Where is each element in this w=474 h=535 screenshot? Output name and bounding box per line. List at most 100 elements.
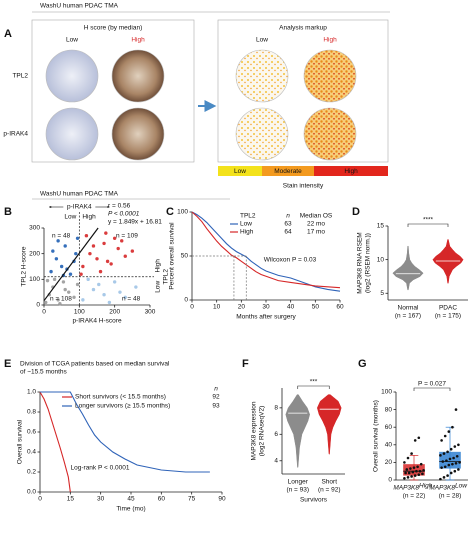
category-sup: High — [419, 483, 433, 490]
y-axis-title: TPL2 H-score — [21, 246, 28, 286]
scatter-point — [63, 244, 67, 248]
x-tick-label: 10 — [213, 304, 221, 311]
violin-half — [407, 245, 424, 291]
row-label: TPL2 — [12, 73, 28, 80]
y-tick-label: 5 — [380, 290, 384, 297]
scatter-point — [112, 236, 117, 240]
legend-n: 63 — [284, 221, 292, 228]
data-point — [416, 465, 419, 469]
scatter-point — [123, 295, 127, 299]
stat-annotation: Wilcoxon P = 0.03 — [264, 257, 317, 264]
scatter-point — [130, 249, 135, 253]
y-axis-title: Percent overall survival — [169, 222, 176, 290]
scatter-point — [102, 293, 106, 297]
quadrant-n: n = 108 — [50, 296, 72, 303]
quadrant-n: n = 48 — [122, 296, 141, 303]
data-point — [455, 454, 459, 458]
panel-label: A — [4, 28, 12, 40]
box — [439, 451, 461, 469]
x-tick-label: 90 — [218, 496, 226, 503]
x-tick-label: 300 — [145, 309, 156, 316]
tissue-core — [45, 49, 99, 103]
header: WashU human PDAC TMA — [40, 3, 119, 10]
box-title: Analysis markup — [279, 25, 327, 32]
panel-label: E — [4, 358, 11, 370]
column-label: High — [323, 37, 337, 44]
legend-label: Low — [240, 221, 252, 228]
intensity-swatch — [262, 166, 314, 176]
category-label: MAP3K8 — [429, 485, 455, 492]
data-point — [410, 452, 413, 455]
y-axis-title: (log2 (RSEM norm.)) — [365, 233, 372, 293]
sig-label: **** — [423, 217, 434, 224]
category-n: (n = 167) — [395, 313, 421, 320]
stat-annotation: y = 1.849x + 16.81 — [108, 219, 162, 226]
legend-header: n — [214, 386, 218, 393]
y-tick-label: 1.0 — [27, 389, 36, 396]
data-point — [454, 461, 458, 465]
y-tick-label: 0.0 — [27, 489, 36, 496]
sig-bracket — [413, 387, 451, 391]
scatter-point — [109, 262, 113, 266]
scatter-point — [118, 290, 122, 294]
sig-label: P = 0.027 — [418, 381, 446, 388]
data-point — [407, 471, 411, 475]
scatter-point — [61, 280, 66, 284]
tissue-markup — [303, 107, 357, 161]
legend-median: 22 mo — [307, 221, 325, 228]
scatter-point — [44, 300, 48, 305]
scatter-point — [97, 282, 101, 287]
scatter-point — [52, 277, 57, 282]
x-axis-title: Time (mo) — [116, 506, 145, 513]
column-label: Low — [66, 37, 78, 44]
scatter-point — [81, 264, 85, 269]
x-axis-title: p-IRAK4 H-score — [72, 318, 122, 325]
scatter-point — [102, 241, 106, 246]
y-tick-label: 60 — [385, 424, 393, 431]
scatter-point — [112, 280, 117, 284]
category-label: PDAC — [439, 305, 457, 312]
data-point — [445, 459, 448, 462]
scatter-point — [49, 269, 53, 274]
y-tick-label: 0 — [388, 477, 392, 484]
scatter-point — [116, 246, 120, 251]
panel-box — [217, 19, 389, 163]
legend-header: Median OS — [300, 213, 333, 220]
scatter-point — [134, 285, 138, 289]
scatter-point — [45, 278, 50, 283]
legend-n: 92 — [212, 394, 220, 401]
data-point — [413, 474, 417, 477]
x-axis-title: Months after surgery — [236, 314, 296, 321]
scatter-point — [75, 236, 80, 240]
scatter-point — [81, 298, 85, 302]
data-point — [405, 468, 409, 471]
panel-box — [31, 19, 195, 163]
tissue-core — [45, 107, 99, 161]
scatter-point — [107, 300, 112, 305]
split-label: High — [82, 214, 96, 221]
tissue-markup — [235, 49, 289, 103]
data-point — [447, 430, 451, 433]
category-label: MAP3K8 — [393, 485, 419, 492]
box-title: H score (by median) — [84, 25, 143, 32]
x-tick-label: 60 — [336, 304, 344, 311]
legend-label: High — [240, 229, 254, 236]
violin-half — [392, 245, 409, 291]
stat-annotation: P < 0.0001 — [108, 211, 140, 218]
data-point — [411, 470, 415, 474]
legend-label: Short survivors (< 15.5 months) — [75, 394, 166, 401]
legend-header: n — [286, 213, 290, 220]
intensity-swatch — [314, 166, 388, 176]
row-label: p-IRAK4 — [3, 131, 28, 138]
data-point — [441, 460, 445, 463]
legend-title: TPL2 — [240, 213, 256, 220]
category-label: Longer — [288, 479, 309, 486]
tissue-core — [111, 49, 165, 103]
survival-curve — [39, 391, 71, 493]
y-tick-label: 100 — [381, 389, 392, 396]
violin-half — [317, 394, 330, 455]
scatter-point — [58, 302, 62, 306]
scatter-point — [59, 264, 64, 269]
data-point — [457, 468, 460, 471]
